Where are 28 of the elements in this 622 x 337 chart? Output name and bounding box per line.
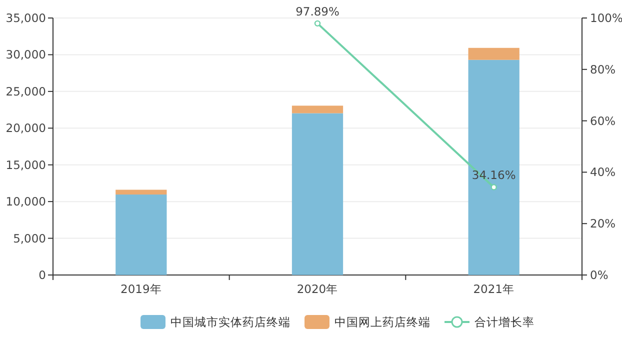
x-tick-label: 2020年 [296, 282, 338, 296]
x-tick-label: 2021年 [473, 282, 514, 296]
y2-tick-label: 20% [590, 216, 616, 231]
bar [116, 190, 167, 195]
y2-tick-label: 40% [590, 165, 616, 180]
y-tick-label: 10,000 [6, 194, 46, 209]
legend-label: 合计增长率 [474, 315, 534, 329]
y-tick-label: 25,000 [6, 84, 46, 98]
bar [292, 106, 344, 114]
y2-tick-label: 100% [590, 11, 622, 25]
y-tick-label: 20,000 [6, 121, 46, 136]
legend-label: 中国网上药店终端 [334, 315, 430, 329]
data-label: 34.16% [472, 168, 516, 182]
y-tick-label: 30,000 [6, 48, 46, 62]
y-tick-label: 35,000 [6, 11, 46, 25]
y2-tick-label: 80% [590, 62, 616, 76]
bar [116, 194, 167, 275]
data-label: 97.89% [296, 4, 340, 18]
y-tick-label: 15,000 [6, 158, 46, 172]
y2-tick-label: 0% [590, 268, 608, 282]
y-tick-label: 5,000 [13, 231, 46, 246]
bar [468, 48, 520, 60]
bar [468, 60, 520, 275]
bar [292, 113, 344, 275]
y-tick-label: 0 [38, 268, 46, 282]
x-tick-label: 2019年 [120, 282, 162, 296]
y2-tick-label: 60% [590, 114, 616, 128]
legend-label: 中国城市实体药店终端 [170, 315, 290, 329]
